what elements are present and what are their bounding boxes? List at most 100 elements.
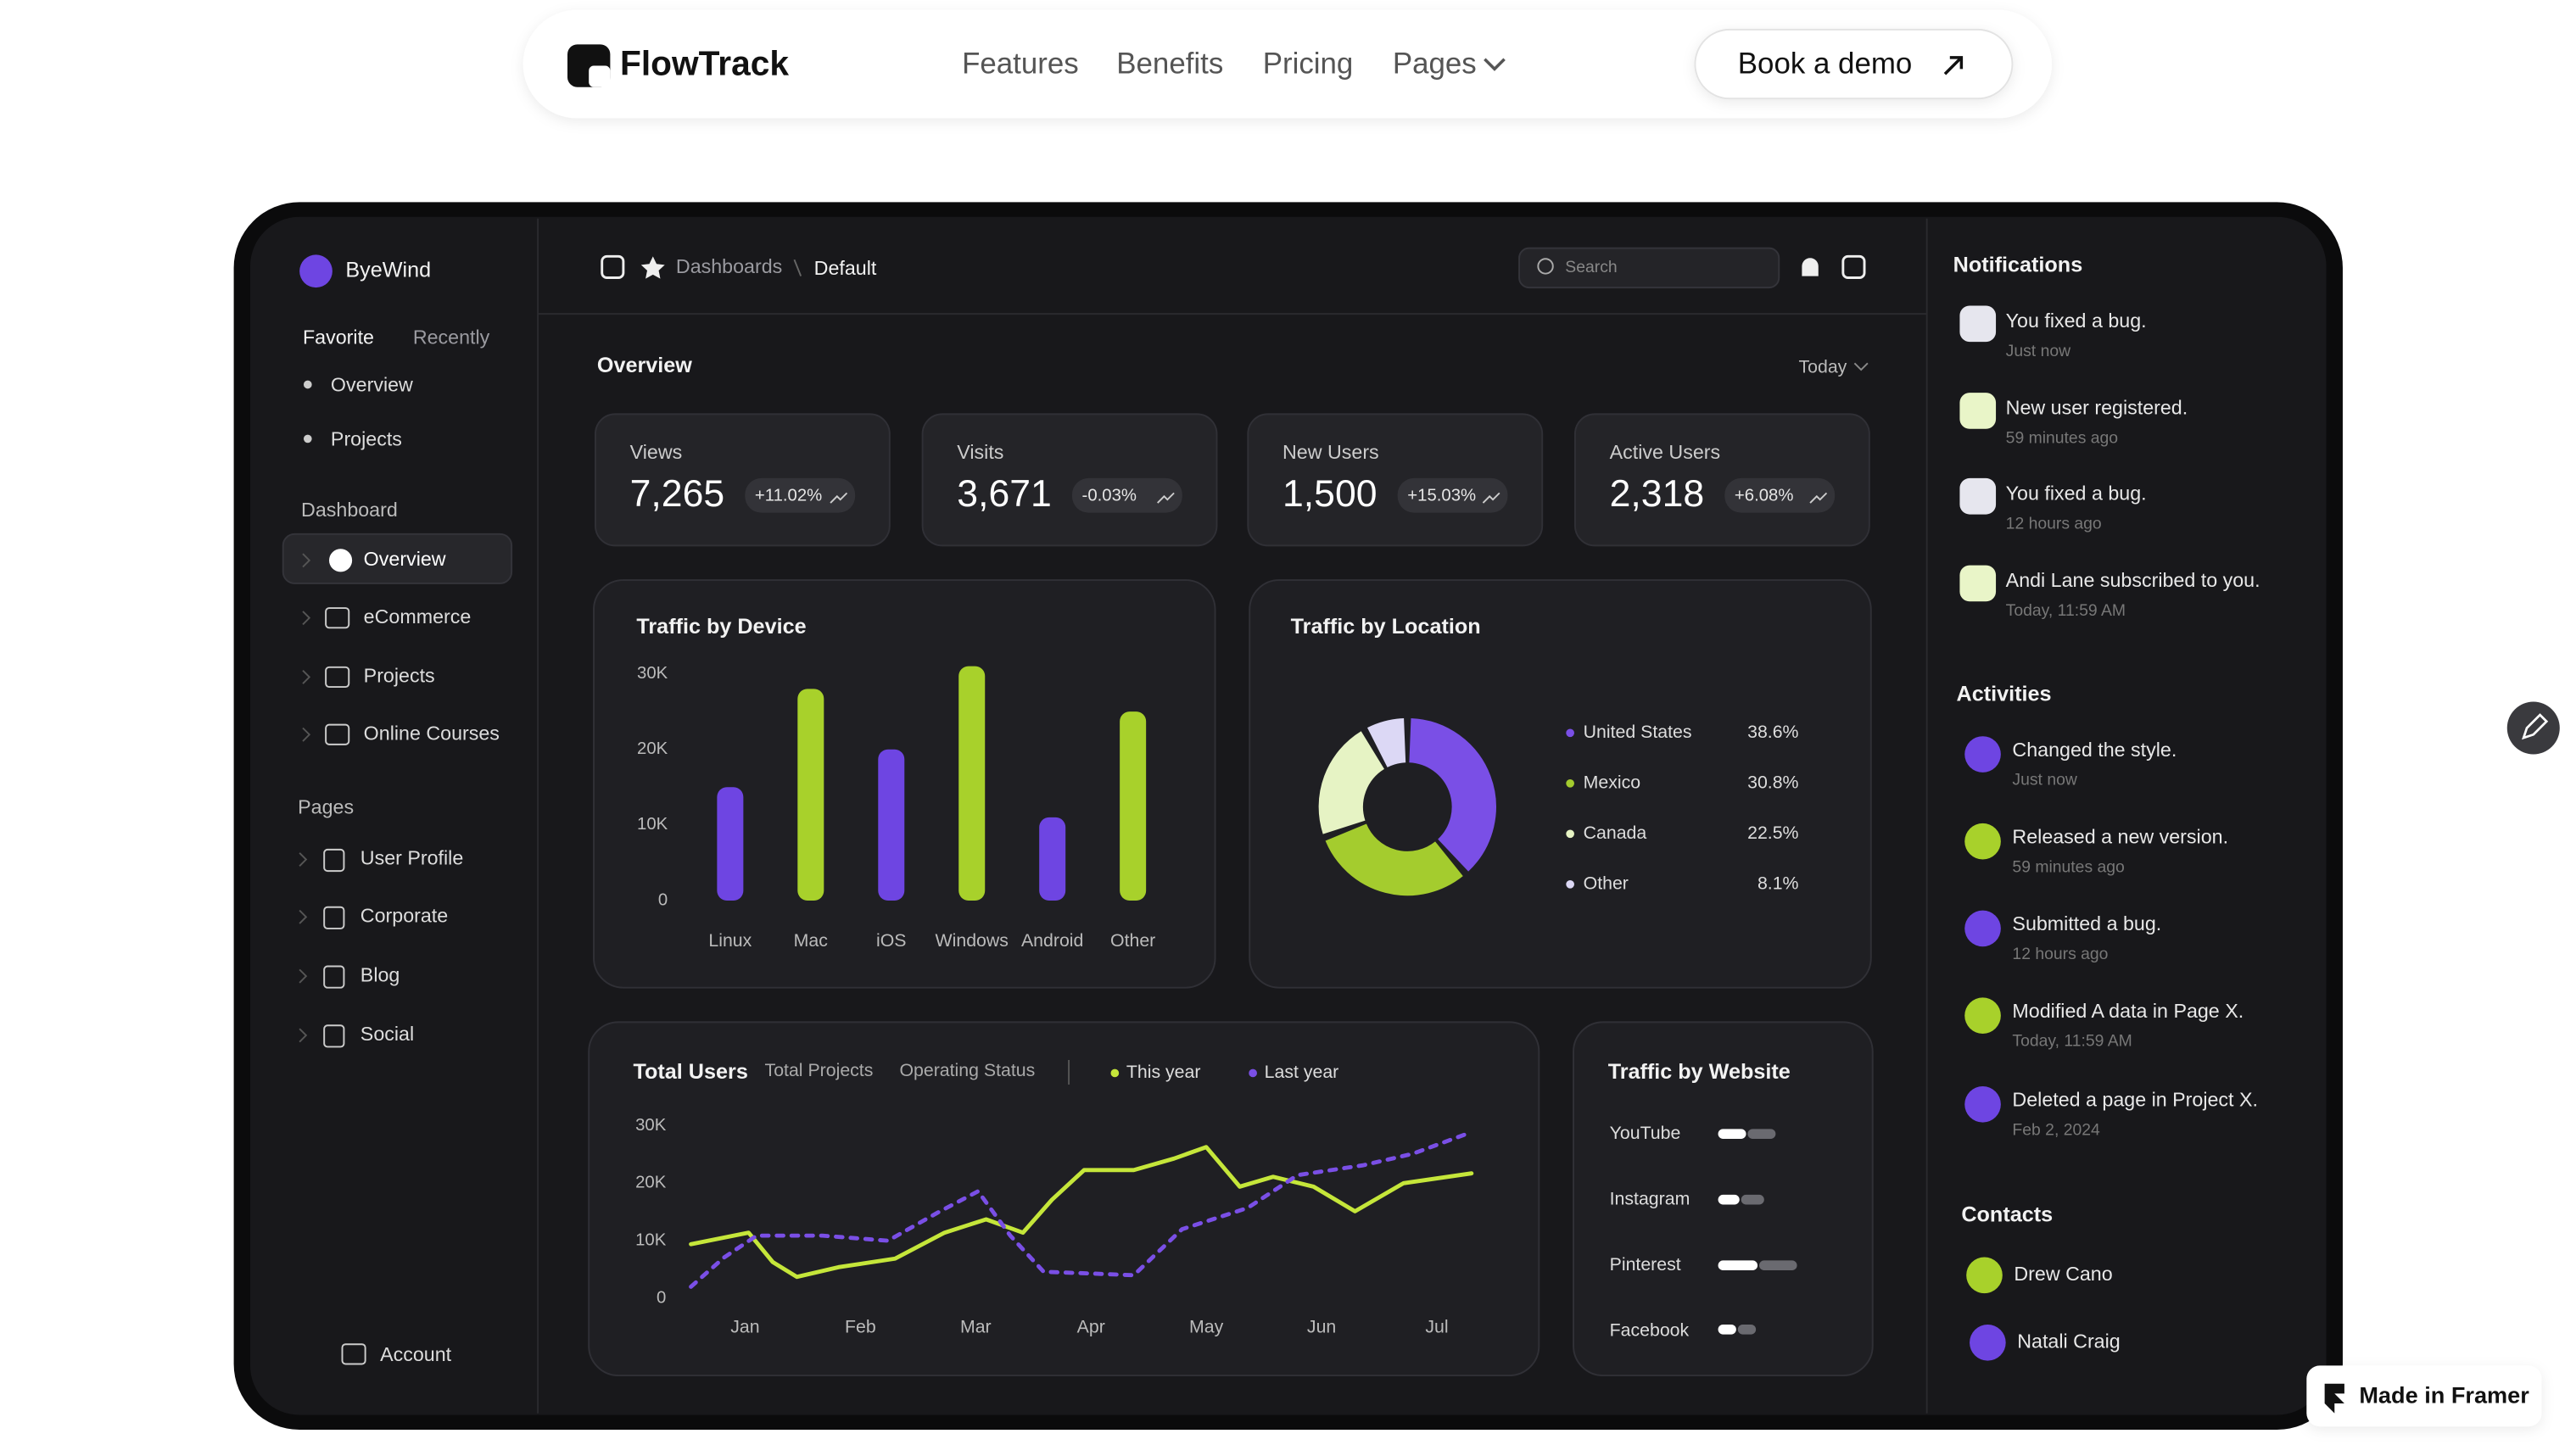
chart-title: Traffic by Device <box>636 615 806 639</box>
notification-text: You fixed a bug. <box>2006 482 2147 504</box>
notification-time: Today, 11:59 AM <box>2006 601 2126 620</box>
card <box>588 1021 1540 1377</box>
breadcrumb[interactable]: Dashboards <box>676 255 782 277</box>
contact-avatar <box>1970 1324 2006 1361</box>
legend-dot <box>1566 728 1574 738</box>
section-heading: Pages <box>298 796 354 818</box>
y-tick-label: 30K <box>635 1116 667 1135</box>
tab[interactable]: Operating Status <box>899 1060 1035 1080</box>
x-tick-label: Jul <box>1425 1316 1448 1336</box>
trend-icon <box>1482 492 1500 504</box>
activity-time: 59 minutes ago <box>2012 857 2124 876</box>
nav-link[interactable]: Pages <box>1393 47 1477 81</box>
pie-segment <box>1325 823 1463 896</box>
framer-logo <box>2324 1383 2344 1414</box>
contact-name[interactable]: Drew Cano <box>2014 1263 2112 1285</box>
period-select[interactable]: Today <box>1799 357 1847 377</box>
legend-label: United States <box>1584 722 1692 742</box>
contact-name[interactable]: Natali Craig <box>2017 1330 2120 1352</box>
icon <box>341 1343 366 1365</box>
x-tick-label: Mar <box>960 1316 992 1336</box>
brand: FlowTrack <box>620 43 789 82</box>
pie-segment <box>1408 717 1496 872</box>
nav-item[interactable]: eCommerce <box>364 605 472 628</box>
navbar <box>522 9 2052 119</box>
tab[interactable]: Recently <box>413 326 490 348</box>
activity-avatar <box>1964 997 2001 1034</box>
panel-icon[interactable] <box>1841 254 1866 279</box>
legend-label: Mexico <box>1584 772 1640 792</box>
line-series <box>689 1130 1474 1289</box>
line-series <box>689 1145 1474 1280</box>
icon <box>323 906 345 929</box>
nav-item[interactable]: Social <box>360 1023 414 1045</box>
chevron <box>302 611 311 626</box>
activity-avatar <box>1964 910 2001 947</box>
legend-label: This year <box>1126 1062 1201 1082</box>
sidebar-icon[interactable] <box>601 254 625 279</box>
nav-link[interactable]: Benefits <box>1116 47 1223 81</box>
data-label: 8.1% <box>1758 873 1799 893</box>
stat-value: 2,318 <box>1610 473 1705 515</box>
arrow-icon <box>1943 56 1964 75</box>
nav-item[interactable]: Account <box>380 1343 452 1365</box>
nav-link[interactable]: Features <box>962 47 1079 81</box>
nav-item[interactable]: Overview <box>364 548 446 570</box>
stat-value: 7,265 <box>630 473 725 515</box>
nav-item[interactable]: Projects <box>364 665 435 687</box>
star-icon[interactable] <box>640 256 665 279</box>
y-tick-label: 30K <box>637 664 668 683</box>
chart-title[interactable]: Total Users <box>634 1060 748 1084</box>
x-tick-label: Windows <box>936 930 1009 951</box>
activity-text: Modified A data in Page X. <box>2012 1000 2244 1022</box>
notification-icon <box>1959 477 1997 515</box>
framer-badge[interactable] <box>2306 1365 2542 1427</box>
nav-item[interactable]: Online Courses <box>364 722 500 744</box>
y-tick-label: 0 <box>657 1288 666 1307</box>
data-label: 38.6% <box>1747 722 1798 742</box>
stat-label: New Users <box>1282 441 1379 463</box>
nav-item[interactable]: Projects <box>331 428 402 450</box>
bell-icon[interactable] <box>1802 258 1819 276</box>
stat-label: Visits <box>957 441 1003 463</box>
nav-item[interactable]: Corporate <box>360 905 448 927</box>
nav-item[interactable]: Blog <box>360 963 400 985</box>
nav-item[interactable]: User Profile <box>360 847 463 869</box>
tab[interactable]: Favorite <box>303 326 374 348</box>
contact-avatar <box>1966 1257 2003 1294</box>
cta-button[interactable] <box>1694 28 2014 100</box>
cta-label[interactable]: Book a demo <box>1738 47 1913 81</box>
legend-label: Canada <box>1584 823 1647 843</box>
nav-item[interactable]: Overview <box>331 374 413 396</box>
pie-segment <box>1318 731 1385 834</box>
panel-title: Contacts <box>1961 1203 2053 1227</box>
search-box[interactable] <box>1518 247 1780 289</box>
notification-icon <box>1959 393 1997 429</box>
bullet <box>303 434 312 443</box>
edit-button[interactable] <box>2506 701 2560 755</box>
activity-text: Submitted a bug. <box>2012 912 2161 934</box>
icon <box>325 607 350 629</box>
badge-label[interactable]: Made in Framer <box>2359 1381 2529 1408</box>
data-label: 30.8% <box>1747 772 1798 792</box>
chart-title: Traffic by Location <box>1291 615 1481 639</box>
activity-time: Feb 2, 2024 <box>2012 1120 2100 1139</box>
bar <box>1039 817 1066 901</box>
bar-segment <box>1718 1260 1758 1271</box>
y-tick-label: 10K <box>637 815 668 834</box>
x-tick-label: Android <box>1021 930 1083 951</box>
icon <box>323 965 345 989</box>
icon <box>323 1024 345 1048</box>
legend-dot <box>1110 1068 1120 1078</box>
stat-change: +15.03% <box>1407 487 1476 505</box>
site-label: Facebook <box>1610 1319 1690 1340</box>
legend-dot <box>1566 778 1574 788</box>
notification-text: New user registered. <box>2006 397 2188 419</box>
tab[interactable]: Total Projects <box>765 1060 874 1080</box>
card-title: Traffic by Website <box>1608 1060 1791 1084</box>
nav-link[interactable]: Pricing <box>1263 47 1354 81</box>
icon <box>323 848 345 873</box>
